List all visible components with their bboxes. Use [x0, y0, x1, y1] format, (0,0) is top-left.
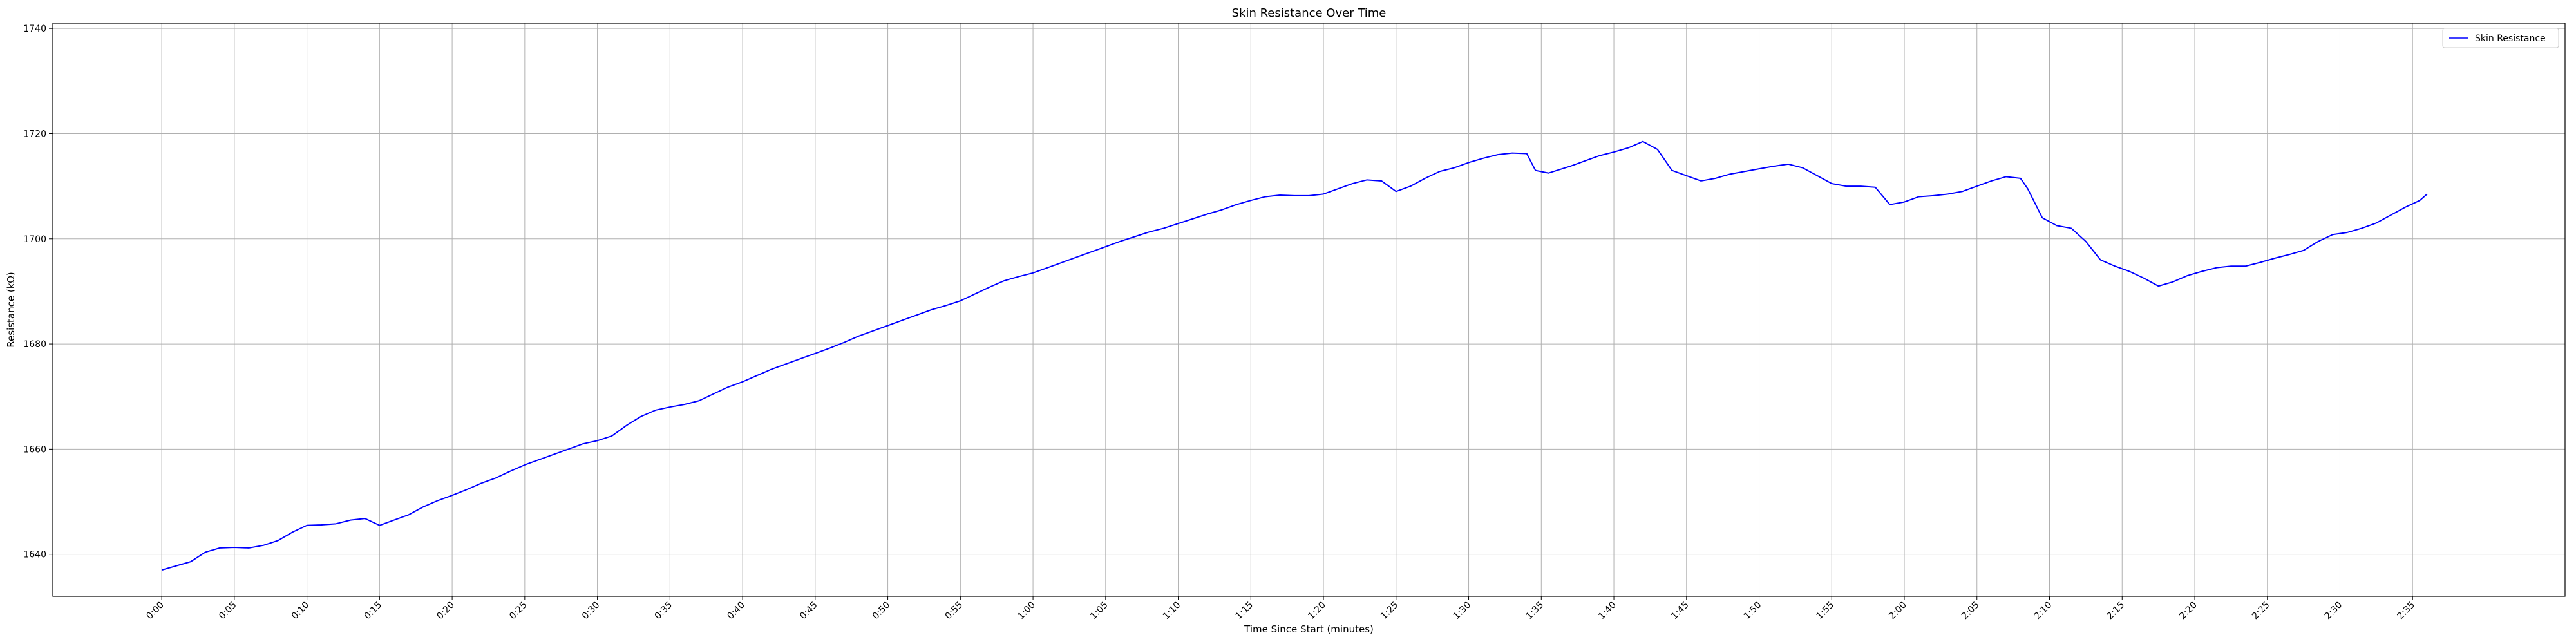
legend: Skin Resistance: [2442, 28, 2559, 48]
y-tick-label: 1740: [23, 24, 46, 34]
x-axis-title: Time Since Start (minutes): [1244, 623, 1374, 635]
y-axis-title: Resistance (kΩ): [5, 272, 17, 347]
legend-box: [2442, 28, 2559, 48]
y-tick-label: 1720: [23, 129, 46, 139]
series-line-0: [161, 140, 2428, 571]
y-tick-label: 1640: [23, 550, 46, 560]
legend-label: Skin Resistance: [2475, 33, 2546, 44]
y-tick-label: 1680: [23, 339, 46, 350]
series-layer: [161, 140, 2428, 571]
chart-title: Skin Resistance Over Time: [1232, 6, 1387, 20]
grid-layer: [53, 23, 2565, 596]
plot-frame: [52, 23, 2566, 597]
y-tick-label: 1700: [23, 234, 46, 245]
y-tick-label: 1660: [23, 444, 46, 455]
